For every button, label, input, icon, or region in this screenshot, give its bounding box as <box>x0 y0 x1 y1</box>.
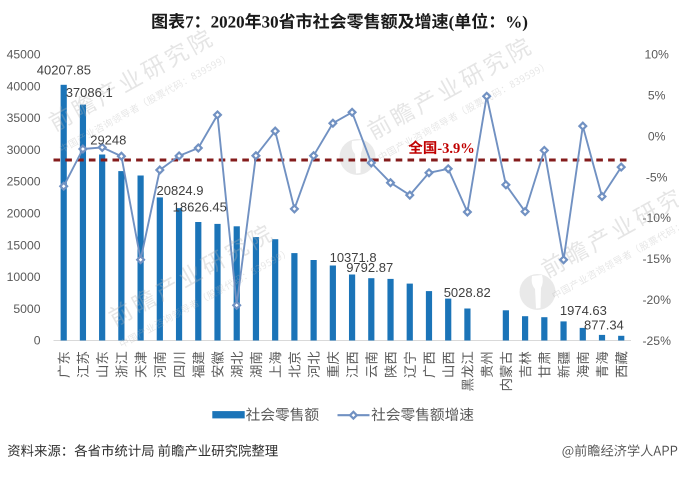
svg-text:18626.45: 18626.45 <box>173 199 227 214</box>
svg-text:30000: 30000 <box>7 143 41 157</box>
svg-text:15000: 15000 <box>7 238 41 252</box>
svg-text:20000: 20000 <box>7 207 41 221</box>
svg-text:25000: 25000 <box>7 175 41 189</box>
svg-text:-20%: -20% <box>642 293 671 307</box>
svg-text:-15%: -15% <box>642 252 671 266</box>
svg-text:5%: 5% <box>648 89 666 103</box>
svg-text:37086.1: 37086.1 <box>66 85 113 100</box>
svg-text:-5%: -5% <box>646 170 668 184</box>
svg-text:9792.87: 9792.87 <box>346 260 393 275</box>
svg-text:40000: 40000 <box>7 79 41 93</box>
svg-text:10%: 10% <box>644 48 669 62</box>
svg-text:5028.82: 5028.82 <box>444 285 491 300</box>
svg-text:40207.85: 40207.85 <box>37 63 91 78</box>
svg-text:0%: 0% <box>648 129 666 143</box>
svg-text:877.34: 877.34 <box>584 318 624 333</box>
svg-text:29248: 29248 <box>90 133 126 148</box>
svg-text:10000: 10000 <box>7 270 41 284</box>
svg-text:0: 0 <box>34 334 41 348</box>
svg-text:5000: 5000 <box>13 302 40 316</box>
svg-text:35000: 35000 <box>7 111 41 125</box>
svg-text:10371.8: 10371.8 <box>330 250 377 265</box>
svg-text:1974.63: 1974.63 <box>560 303 607 318</box>
svg-text:20824.9: 20824.9 <box>157 183 204 198</box>
svg-text:45000: 45000 <box>7 48 41 62</box>
svg-text:-25%: -25% <box>642 334 671 348</box>
